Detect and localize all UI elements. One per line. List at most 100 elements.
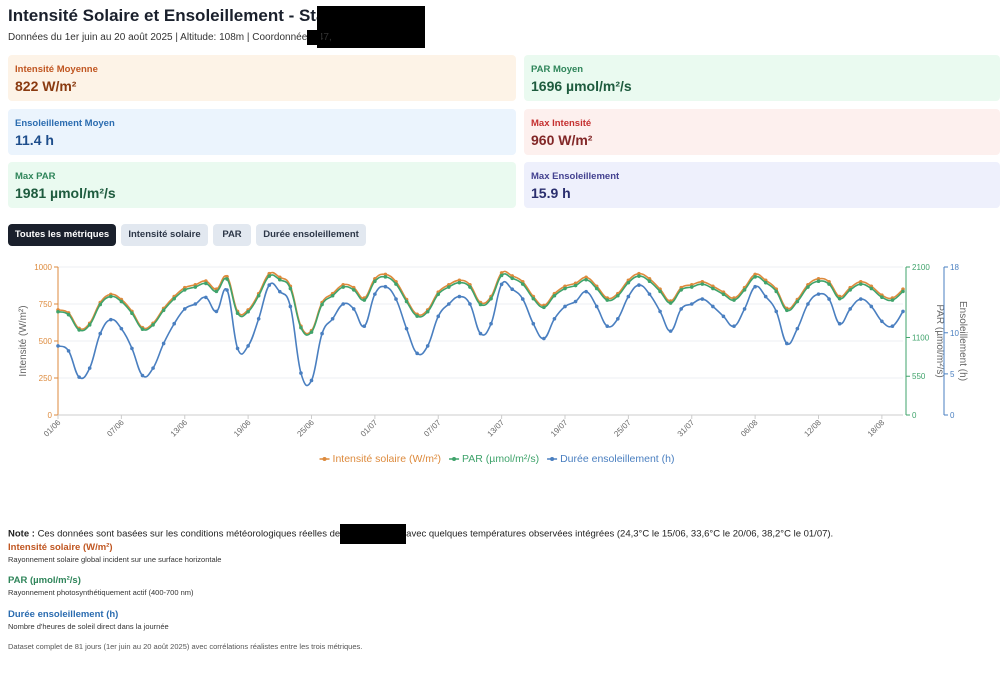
data-point — [563, 286, 567, 291]
data-point — [278, 289, 282, 294]
y-tick-label: 750 — [39, 300, 53, 309]
card-label: Max Ensoleillement — [531, 171, 620, 182]
card-value: 1981 µmol/m²/s — [15, 185, 116, 201]
data-point — [753, 272, 757, 277]
stat-card: Ensoleillement Moyen 11.4 h — [8, 109, 516, 155]
data-point — [119, 326, 124, 331]
page-title: Intensité Solaire et Ensoleillement - St… — [8, 6, 357, 25]
data-point — [795, 299, 800, 304]
data-point — [109, 294, 113, 299]
data-point — [267, 274, 272, 278]
redaction — [340, 524, 407, 544]
y-axis-title: Intensité (W/m²) — [18, 305, 29, 376]
stat-card: Max Intensité 960 W/m² — [524, 109, 1000, 155]
y-tick-label: 10 — [950, 329, 959, 338]
data-point — [362, 324, 367, 328]
definition-title: PAR (µmol/m²/s) — [8, 575, 81, 586]
data-point — [161, 341, 166, 346]
data-point — [785, 308, 789, 313]
data-point — [98, 302, 103, 307]
x-tick-label: 19/06 — [232, 418, 253, 439]
x-tick-label: 07/07 — [422, 418, 443, 439]
data-point — [140, 327, 145, 332]
data-point — [246, 309, 250, 314]
data-point — [299, 325, 303, 330]
data-point — [225, 277, 229, 281]
data-point — [552, 293, 557, 298]
data-point — [468, 302, 472, 306]
data-point — [415, 351, 419, 356]
x-tick-label: 25/07 — [612, 418, 633, 439]
filter-button[interactable]: Durée ensoleillement — [256, 224, 366, 246]
data-point — [658, 309, 662, 314]
legend-label: Durée ensoleillement (h) — [560, 453, 674, 465]
data-point — [563, 304, 567, 309]
data-point — [880, 319, 884, 324]
data-point — [605, 298, 610, 302]
data-point — [880, 295, 884, 300]
data-point — [626, 280, 631, 285]
data-point — [700, 297, 705, 301]
y-tick-label: 0 — [950, 411, 955, 420]
data-point — [806, 285, 810, 289]
legend-swatch — [452, 457, 457, 461]
card-label: Max Intensité — [531, 118, 592, 129]
data-point — [320, 331, 324, 336]
data-point — [182, 288, 187, 292]
data-point — [848, 288, 852, 292]
data-point — [520, 282, 525, 286]
data-point — [700, 282, 705, 286]
data-point — [447, 285, 451, 289]
data-point — [827, 282, 831, 286]
data-point — [151, 366, 155, 370]
footer: Dataset complet de 81 jours (1er juin au… — [8, 642, 363, 651]
x-tick-label: 25/06 — [295, 418, 316, 439]
definition-title: Intensité solaire (W/m²) — [8, 542, 113, 553]
data-point — [256, 317, 261, 321]
data-point — [383, 272, 388, 277]
data-point — [394, 282, 398, 286]
data-point — [890, 298, 895, 302]
data-point — [204, 295, 208, 300]
data-point — [869, 304, 874, 309]
x-tick-label: 01/06 — [42, 418, 63, 439]
data-point — [225, 288, 229, 292]
data-point — [468, 285, 472, 289]
data-point — [457, 280, 462, 285]
card-label: Max PAR — [15, 171, 56, 182]
filter-button[interactable]: Toutes les métriques — [8, 224, 116, 246]
data-point — [394, 297, 398, 301]
data-point — [584, 277, 588, 282]
data-point — [616, 293, 620, 298]
card-value: 960 W/m² — [531, 132, 593, 148]
data-point — [742, 307, 747, 311]
data-point — [711, 304, 715, 309]
data-point — [288, 286, 293, 291]
data-point — [742, 288, 747, 292]
data-point — [182, 307, 187, 311]
data-point — [278, 277, 282, 282]
filter-button[interactable]: Intensité solaire — [121, 224, 208, 246]
y-tick-label: 5 — [950, 370, 955, 379]
data-point — [161, 308, 166, 313]
data-point — [668, 301, 673, 305]
data-point — [489, 296, 493, 301]
data-point — [87, 323, 92, 327]
y-tick-label: 0 — [48, 411, 53, 420]
data-point — [763, 280, 768, 285]
definition-text: Rayonnement photosynthétiquement actif (… — [8, 588, 194, 597]
data-point — [489, 321, 493, 326]
data-point — [330, 317, 335, 321]
data-point — [542, 336, 546, 341]
data-point — [510, 287, 514, 291]
data-point — [109, 317, 113, 322]
data-point — [151, 323, 155, 327]
data-point — [447, 302, 451, 306]
data-point — [520, 297, 525, 301]
redaction — [307, 30, 321, 45]
data-point — [309, 378, 314, 383]
y-tick-label: 2100 — [912, 263, 930, 272]
data-point — [679, 288, 683, 292]
filter-button[interactable]: PAR — [213, 224, 251, 246]
